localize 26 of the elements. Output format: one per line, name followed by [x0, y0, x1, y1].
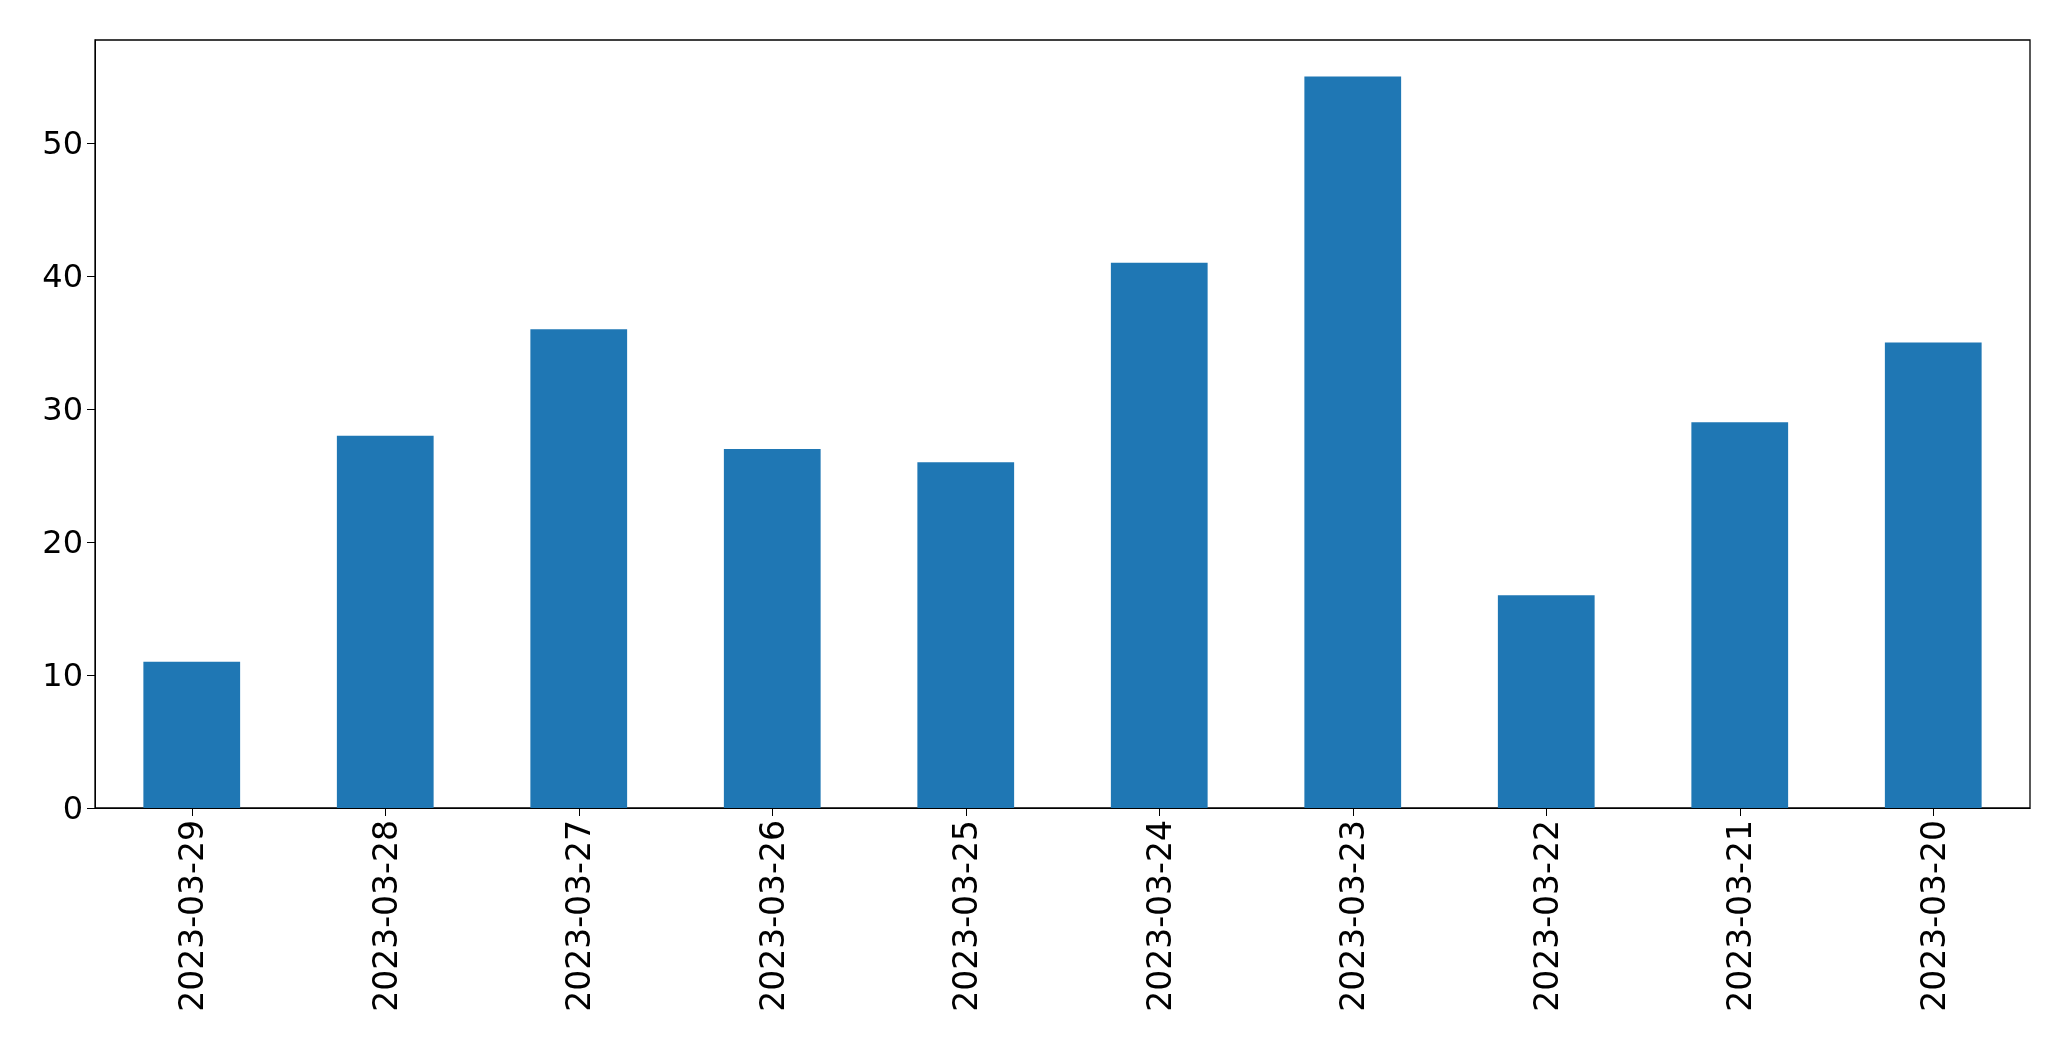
x-tick-label: 2023-03-21: [1720, 820, 1760, 1012]
y-tick-label: 10: [42, 656, 83, 695]
x-tick-label: 2023-03-25: [946, 820, 986, 1012]
x-tick-label: 2023-03-29: [172, 820, 212, 1012]
x-tick-label: 2023-03-23: [1333, 820, 1373, 1012]
bar: [1884, 342, 1982, 808]
bar: [1110, 262, 1208, 808]
y-tick-label: 50: [42, 124, 83, 163]
x-tick-label: 2023-03-22: [1526, 820, 1566, 1012]
x-tick-label: 2023-03-24: [1139, 820, 1179, 1012]
bar: [1691, 422, 1789, 808]
bar: [1497, 595, 1595, 808]
bar: [530, 329, 628, 808]
x-tick-label: 2023-03-28: [365, 820, 405, 1012]
y-tick-label: 30: [42, 390, 83, 429]
y-tick-label: 0: [62, 789, 83, 827]
bar: [1304, 76, 1402, 808]
x-tick-label: 2023-03-20: [1913, 820, 1953, 1012]
bar: [143, 661, 241, 808]
x-tick-label: 2023-03-26: [752, 820, 792, 1012]
x-tick-label: 2023-03-27: [559, 820, 599, 1012]
bar: [917, 462, 1015, 808]
bar: [723, 448, 821, 808]
bar: [336, 435, 434, 808]
y-tick-label: 20: [42, 523, 83, 562]
y-tick-label: 40: [42, 257, 83, 296]
